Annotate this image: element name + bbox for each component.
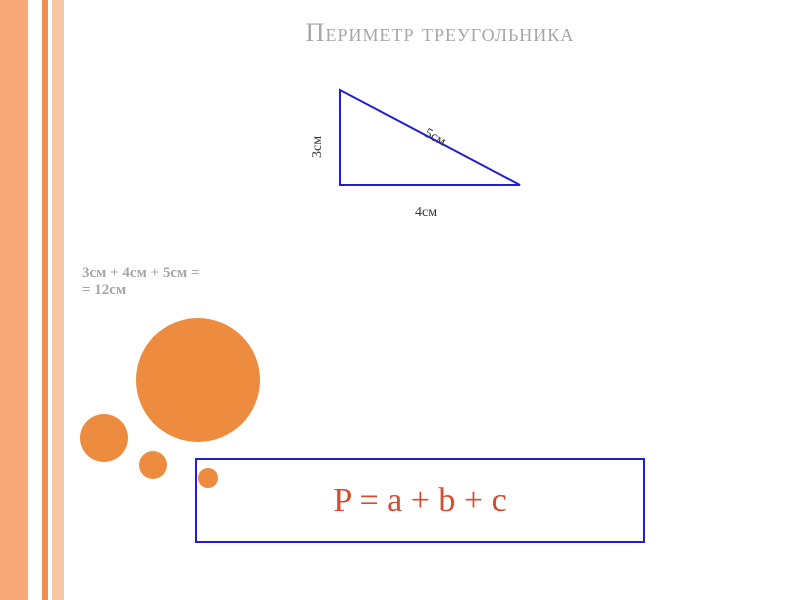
decor-circle: [139, 451, 167, 479]
bg-stripe: [28, 0, 42, 600]
bg-stripe: [52, 0, 64, 600]
formula-text: P = a + b + c: [333, 482, 506, 520]
bg-stripe: [64, 0, 80, 600]
decor-circle: [80, 414, 128, 462]
calculation-text: 3см + 4см + 5см = = 12см: [82, 265, 200, 299]
bg-stripe: [0, 0, 28, 600]
calc-line1: 3см + 4см + 5см =: [82, 265, 200, 282]
decor-circle: [136, 318, 260, 442]
triangle-svg: [260, 80, 530, 230]
side-b-label: 4см: [415, 205, 437, 221]
slide-title: Периметр треугольника: [80, 0, 800, 48]
title-text: Периметр треугольника: [306, 18, 575, 47]
formula-box: P = a + b + c: [195, 458, 645, 543]
side-a-label: 3см: [310, 136, 326, 158]
calc-line2: = 12см: [82, 282, 200, 299]
triangle-diagram: 3см 4см 5см: [260, 80, 530, 230]
